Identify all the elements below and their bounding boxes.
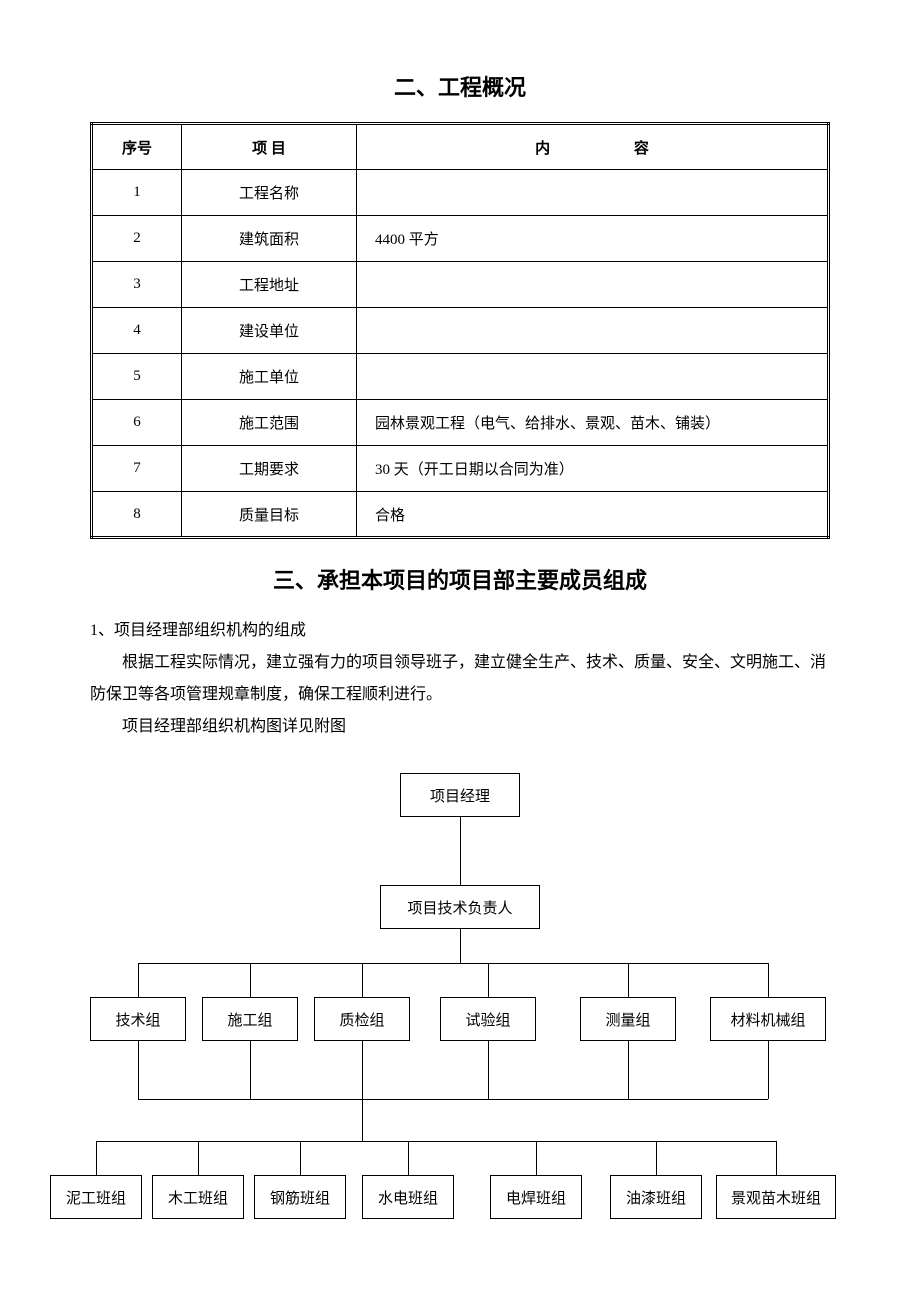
cell-item: 工期要求 (182, 446, 357, 492)
cell-seq: 1 (92, 170, 182, 216)
connector-hline (138, 1099, 768, 1100)
connector-vline (628, 963, 629, 997)
cell-seq: 8 (92, 492, 182, 538)
org-node-g6: 材料机械组 (710, 997, 826, 1041)
connector-vline (408, 1141, 409, 1175)
org-node-t1: 泥工班组 (50, 1175, 142, 1219)
org-node-g1: 技术组 (90, 997, 186, 1041)
para-2: 项目经理部组织机构图详见附图 (90, 711, 830, 743)
cell-content: 30 天（开工日期以合同为准） (357, 446, 829, 492)
org-node-t4: 水电班组 (362, 1175, 454, 1219)
th-content: 内 容 (357, 124, 829, 170)
org-node-t3: 钢筋班组 (254, 1175, 346, 1219)
connector-vline (460, 929, 461, 963)
connector-vline (138, 963, 139, 997)
cell-item: 质量目标 (182, 492, 357, 538)
cell-item: 施工单位 (182, 354, 357, 400)
connector-vline (198, 1141, 199, 1175)
table-row: 8质量目标合格 (92, 492, 829, 538)
table-row: 3工程地址 (92, 262, 829, 308)
table-row: 5施工单位 (92, 354, 829, 400)
cell-content: 4400 平方 (357, 216, 829, 262)
org-node-t2: 木工班组 (152, 1175, 244, 1219)
org-node-t5: 电焊班组 (490, 1175, 582, 1219)
connector-vline (776, 1141, 777, 1175)
cell-item: 建筑面积 (182, 216, 357, 262)
connector-vline (250, 963, 251, 997)
cell-seq: 2 (92, 216, 182, 262)
heading-1: 1、项目经理部组织机构的组成 (90, 622, 306, 639)
org-node-t7: 景观苗木班组 (716, 1175, 836, 1219)
para-1: 根据工程实际情况，建立强有力的项目领导班子，建立健全生产、技术、质量、安全、文明… (90, 647, 830, 711)
cell-seq: 7 (92, 446, 182, 492)
cell-item: 施工范围 (182, 400, 357, 446)
connector-vline (460, 817, 461, 885)
cell-content (357, 354, 829, 400)
th-item: 项 目 (182, 124, 357, 170)
connector-vline (362, 963, 363, 997)
connector-vline (768, 1041, 769, 1099)
cell-seq: 5 (92, 354, 182, 400)
section2-title: 二、工程概况 (90, 70, 830, 102)
connector-vline (362, 1041, 363, 1141)
th-seq: 序号 (92, 124, 182, 170)
org-node-g3: 质检组 (314, 997, 410, 1041)
org-node-root: 项目经理 (400, 773, 520, 817)
section3-body: 1、项目经理部组织机构的组成 根据工程实际情况，建立强有力的项目领导班子，建立健… (90, 615, 830, 743)
connector-vline (656, 1141, 657, 1175)
org-node-g4: 试验组 (440, 997, 536, 1041)
org-node-g2: 施工组 (202, 997, 298, 1041)
org-node-g5: 测量组 (580, 997, 676, 1041)
connector-hline (138, 963, 768, 964)
connector-vline (488, 1041, 489, 1099)
connector-vline (628, 1041, 629, 1099)
org-node-t6: 油漆班组 (610, 1175, 702, 1219)
org-chart: 项目经理项目技术负责人技术组施工组质检组试验组测量组材料机械组泥工班组木工班组钢… (90, 773, 830, 1233)
table-row: 6施工范围园林景观工程（电气、给排水、景观、苗木、铺装） (92, 400, 829, 446)
cell-content (357, 308, 829, 354)
table-row: 7工期要求30 天（开工日期以合同为准） (92, 446, 829, 492)
cell-item: 建设单位 (182, 308, 357, 354)
connector-vline (250, 1041, 251, 1099)
connector-vline (768, 963, 769, 997)
connector-vline (536, 1141, 537, 1175)
cell-content: 合格 (357, 492, 829, 538)
cell-seq: 3 (92, 262, 182, 308)
org-node-tech: 项目技术负责人 (380, 885, 540, 929)
table-row: 1工程名称 (92, 170, 829, 216)
cell-seq: 6 (92, 400, 182, 446)
connector-vline (488, 963, 489, 997)
connector-vline (96, 1141, 97, 1175)
cell-seq: 4 (92, 308, 182, 354)
table-row: 4建设单位 (92, 308, 829, 354)
cell-content (357, 262, 829, 308)
section3-title: 三、承担本项目的项目部主要成员组成 (90, 563, 830, 595)
connector-vline (300, 1141, 301, 1175)
table-header-row: 序号 项 目 内 容 (92, 124, 829, 170)
cell-item: 工程地址 (182, 262, 357, 308)
cell-content (357, 170, 829, 216)
table-row: 2建筑面积4400 平方 (92, 216, 829, 262)
connector-vline (138, 1041, 139, 1099)
cell-item: 工程名称 (182, 170, 357, 216)
cell-content: 园林景观工程（电气、给排水、景观、苗木、铺装） (357, 400, 829, 446)
project-overview-table: 序号 项 目 内 容 1工程名称2建筑面积4400 平方3工程地址4建设单位5施… (90, 122, 830, 539)
